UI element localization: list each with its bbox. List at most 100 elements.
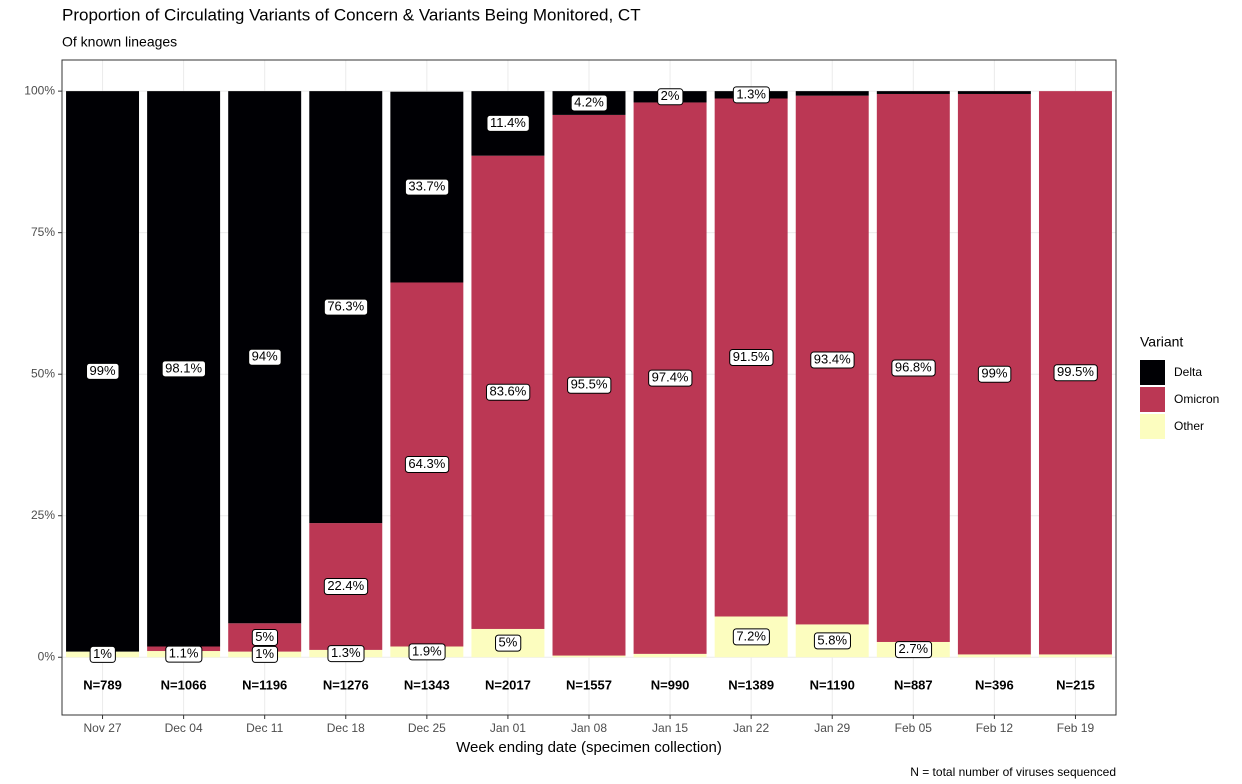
legend-key — [1140, 414, 1165, 439]
legend-title: Variant — [1140, 334, 1183, 350]
value-label: 91.5% — [733, 349, 770, 364]
x-tick-label: Jan 08 — [571, 721, 607, 735]
x-tick-label: Jan 01 — [490, 721, 526, 735]
value-label: 76.3% — [327, 299, 364, 314]
value-label-box — [323, 577, 369, 595]
x-tick-label: Dec 04 — [165, 721, 203, 735]
value-label-box — [161, 360, 206, 378]
y-tick-label: 50% — [31, 366, 55, 380]
value-label-box — [657, 88, 684, 106]
chart-subtitle: Of known lineages — [62, 34, 177, 50]
value-label: 4.2% — [574, 94, 604, 109]
x-tick-label: Dec 11 — [246, 721, 283, 735]
y-tick-label: 0% — [38, 649, 56, 663]
value-label: 22.4% — [327, 578, 364, 593]
bar-segment — [633, 653, 707, 658]
legend-label: Other — [1174, 419, 1204, 433]
legend-key — [1140, 387, 1165, 412]
value-label-box — [732, 628, 770, 646]
value-label-box — [404, 178, 450, 196]
value-label-box — [891, 359, 936, 377]
value-label-box — [495, 634, 522, 652]
x-tick-label: Jan 29 — [814, 721, 850, 735]
value-label: 95.5% — [571, 377, 608, 392]
value-label-box — [251, 628, 279, 646]
bar-segment — [957, 91, 1031, 94]
bar-segment — [957, 654, 1031, 658]
bar-segment — [552, 655, 626, 658]
x-tick-label: Jan 15 — [652, 721, 688, 735]
x-tick-label: Nov 27 — [84, 721, 122, 735]
bar-segment — [1038, 654, 1112, 658]
value-label-box — [89, 645, 116, 663]
value-label: 96.8% — [895, 359, 932, 374]
value-label: 94% — [252, 349, 278, 364]
value-label-box — [813, 632, 851, 650]
n-label: N=1066 — [161, 677, 207, 692]
value-label: 33.7% — [408, 179, 445, 194]
x-tick-label: Feb 12 — [976, 721, 1014, 735]
bar-segment — [876, 91, 950, 94]
value-label: 5.8% — [817, 632, 847, 647]
value-label: 7.2% — [736, 628, 766, 643]
value-label: 97.4% — [652, 370, 689, 385]
n-label: N=1196 — [242, 677, 287, 692]
value-label: 2% — [661, 88, 680, 103]
value-label: 99% — [90, 363, 116, 378]
n-label: N=1389 — [728, 677, 774, 692]
value-label-box — [729, 348, 774, 366]
n-label: N=1190 — [810, 677, 855, 692]
value-label: 1.9% — [412, 643, 442, 658]
value-label-box — [485, 383, 531, 401]
chart-title: Proportion of Circulating Variants of Co… — [62, 5, 641, 24]
n-label: N=990 — [651, 677, 690, 692]
value-label: 2.7% — [898, 641, 928, 656]
value-label-box — [248, 348, 282, 366]
value-label-box — [404, 455, 450, 473]
value-label-box — [408, 643, 446, 661]
value-label: 93.4% — [814, 351, 851, 366]
n-label: N=1343 — [404, 677, 450, 692]
panel-border — [61, 59, 1117, 716]
value-label: 1.3% — [331, 645, 361, 660]
value-label: 1% — [255, 646, 274, 661]
y-tick-label: 25% — [31, 508, 55, 522]
value-label-box — [570, 94, 608, 112]
n-label: N=215 — [1056, 677, 1095, 692]
value-label: 5% — [499, 635, 518, 650]
legend-key — [1140, 360, 1165, 385]
value-label: 98.1% — [165, 360, 202, 375]
x-tick-label: Dec 25 — [408, 721, 446, 735]
value-label-box — [323, 298, 369, 316]
x-tick-label: Dec 18 — [327, 721, 365, 735]
value-label: 5% — [255, 629, 274, 644]
legend-label: Omicron — [1174, 392, 1219, 406]
value-label-box — [1053, 364, 1098, 382]
value-label-box — [810, 351, 855, 369]
value-label-box — [648, 369, 693, 387]
n-label: N=789 — [83, 677, 122, 692]
value-label-box — [732, 86, 770, 104]
value-label-box — [567, 376, 612, 394]
bar-segment — [795, 91, 869, 96]
x-axis-title: Week ending date (specimen collection) — [456, 739, 722, 756]
n-label: N=396 — [975, 677, 1014, 692]
n-label: N=1557 — [566, 677, 612, 692]
x-tick-label: Feb 05 — [895, 721, 933, 735]
value-label-box — [327, 645, 365, 663]
value-label-box — [894, 641, 933, 659]
x-tick-label: Jan 22 — [733, 721, 769, 735]
legend-label: Delta — [1174, 365, 1202, 379]
value-label: 99% — [981, 366, 1007, 381]
value-label-box — [251, 645, 279, 663]
value-label: 11.4% — [490, 115, 526, 130]
n-label: N=2017 — [485, 677, 531, 692]
n-label: N=887 — [894, 677, 933, 692]
footnote: N = total number of viruses sequenced — [910, 765, 1116, 779]
y-tick-label: 100% — [24, 83, 55, 97]
value-label: 1.3% — [736, 86, 766, 101]
value-label-box — [86, 362, 120, 380]
value-label: 1% — [93, 646, 112, 661]
value-label: 83.6% — [489, 384, 526, 399]
